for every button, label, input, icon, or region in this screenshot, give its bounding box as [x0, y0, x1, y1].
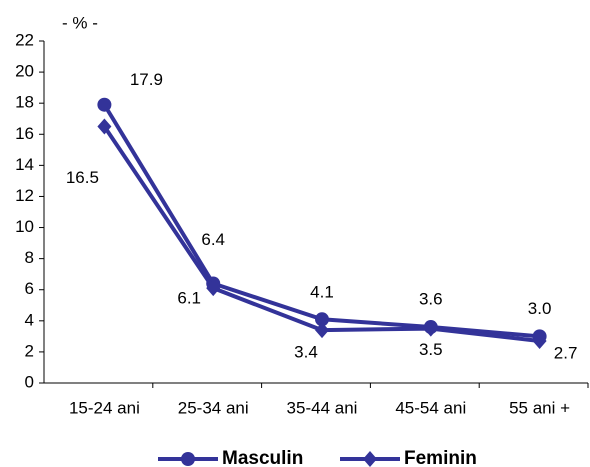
y-tick-label: 4 — [25, 310, 34, 329]
y-tick-label: 22 — [15, 30, 34, 49]
data-label: 3.6 — [419, 290, 443, 309]
data-label: 4.1 — [310, 283, 334, 302]
data-label: 16.5 — [66, 168, 99, 187]
x-tick-label: 15-24 ani — [69, 398, 140, 417]
legend-marker — [181, 452, 195, 466]
point — [315, 312, 329, 327]
point — [97, 118, 112, 135]
legend-label: Feminin — [404, 448, 477, 467]
y-tick-label: 2 — [25, 341, 34, 360]
data-label: 3.5 — [419, 340, 443, 359]
y-tick-label: 10 — [15, 217, 34, 236]
data-label: 2.7 — [554, 344, 578, 363]
y-tick-label: 6 — [25, 279, 34, 298]
y-tick-label: 14 — [15, 155, 34, 174]
x-tick-label: 25-34 ani — [178, 398, 249, 417]
y-axis-label: - % - — [62, 13, 98, 32]
point — [97, 97, 112, 112]
data-label: 17.9 — [130, 70, 163, 89]
y-tick-label: 8 — [25, 248, 34, 267]
data-label: 3.4 — [294, 343, 318, 362]
point — [206, 280, 221, 297]
point — [423, 320, 438, 337]
x-tick-label: 45-54 ani — [395, 398, 466, 417]
data-label: 6.1 — [177, 289, 201, 308]
y-tick-label: 16 — [15, 124, 34, 143]
y-tick-label: 0 — [25, 372, 34, 391]
line — [102, 125, 540, 344]
x-tick-label: 35-44 ani — [287, 398, 358, 417]
x-tick-label: 55 ani + — [509, 398, 570, 417]
data-label: 3.0 — [528, 299, 552, 318]
data-label: 6.4 — [201, 230, 225, 249]
point — [315, 322, 329, 339]
y-tick-label: 20 — [15, 62, 34, 81]
y-tick-label: 12 — [15, 186, 34, 205]
point — [532, 333, 547, 350]
legend-label: Masculin — [222, 448, 303, 467]
y-tick-label: 18 — [15, 93, 34, 112]
legend-marker — [363, 451, 377, 467]
